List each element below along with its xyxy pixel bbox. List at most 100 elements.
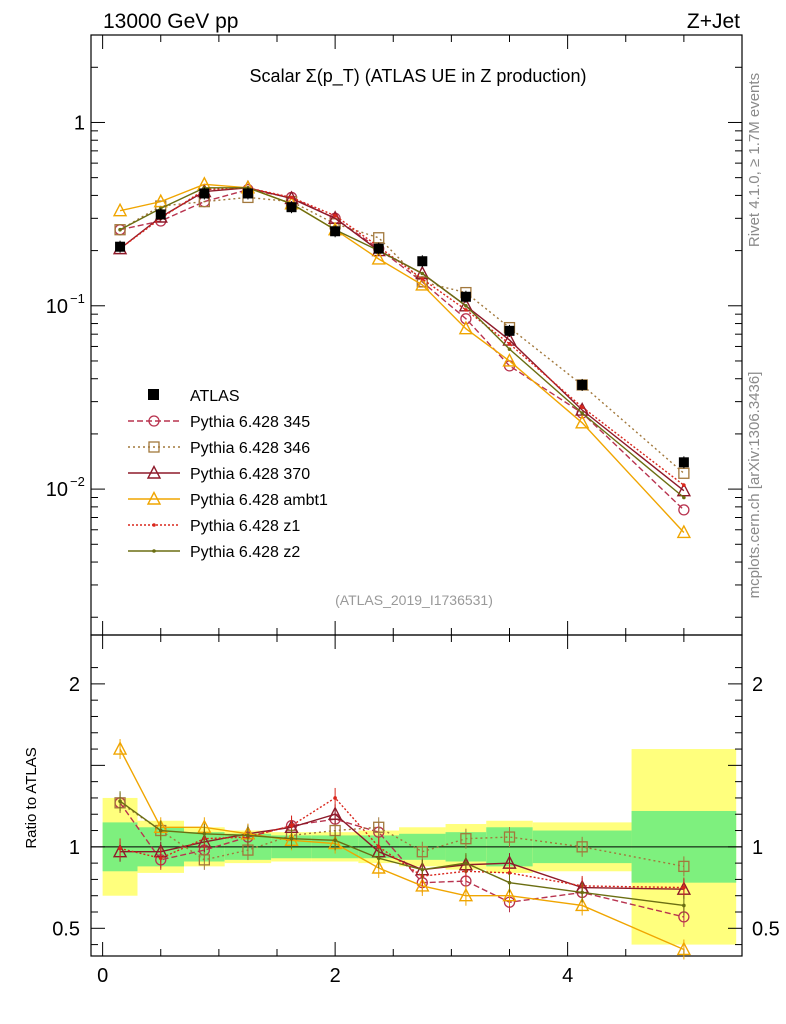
data-point-atlas: [577, 379, 588, 390]
ratio-point-346: [373, 821, 385, 833]
series-line-370: [119, 187, 685, 492]
data-point-ambt1: [112, 202, 128, 217]
ratio-point-346: [678, 860, 690, 873]
ratio-point-ambt1: [502, 887, 517, 902]
legend-label: Pythia 6.428 z2: [190, 544, 300, 561]
ratio-y-tick-label: 0.5: [52, 918, 80, 940]
data-point-z1: [464, 308, 468, 312]
data-point-ambt1: [676, 524, 692, 539]
data-point-z2: [507, 347, 512, 351]
ratio-y-tick-label-right: 2: [752, 674, 763, 696]
data-point-atlas: [678, 457, 689, 468]
ratio-y-tick-label-right: 1: [752, 837, 763, 859]
y-tick-exponent: −1: [70, 291, 85, 306]
ratio-y-axis-label: Ratio to ATLAS: [23, 747, 40, 848]
data-point-ambt1: [502, 352, 517, 367]
ratio-point-z2: [507, 880, 512, 885]
legend-marker: [148, 441, 160, 453]
data-point-z1: [420, 277, 425, 281]
data-point-z2: [464, 303, 468, 308]
ratio-point-z2: [202, 831, 207, 836]
ratio-point-ambt1: [415, 877, 430, 892]
ratio-point-ambt1: [458, 887, 474, 902]
ratio-plot-panel: 0 2 4 0.5 0.5 1 1 2 2 Ratio to ATLAS: [23, 634, 780, 987]
x-tick-label: 4: [562, 965, 573, 987]
data-point-ambt1: [458, 320, 474, 335]
series-line-z2: [119, 187, 685, 499]
x-tick-label: 0: [97, 965, 108, 987]
ratio-point-346: [503, 831, 516, 843]
data-point-z2: [682, 495, 686, 500]
chart-title: Scalar Σ(p_T) (ATLAS UE in Z production): [250, 66, 587, 87]
header-energy-label: 13000 GeV pp: [103, 10, 238, 33]
data-point-atlas: [242, 188, 253, 199]
legend-marker: [146, 490, 162, 505]
data-point-z1: [333, 213, 337, 218]
data-point-ambt1: [371, 250, 386, 265]
ratio-point-346: [460, 833, 472, 845]
data-point-z1: [580, 405, 584, 409]
data-point-z2: [158, 206, 163, 211]
ratio-point-ambt1: [371, 859, 386, 874]
data-point-z1: [507, 342, 512, 346]
ratio-point-z2: [376, 856, 381, 861]
ratio-y-tick-label: 2: [69, 674, 80, 696]
ratio-point-z1: [158, 856, 163, 861]
ratio-point-z1: [118, 846, 122, 851]
ratio-point-z2: [158, 828, 163, 833]
legend-label: ATLAS: [190, 388, 240, 405]
data-point-346: [678, 467, 690, 479]
ratio-point-z2: [289, 836, 294, 841]
legend-marker: [152, 523, 156, 527]
legend-marker: [152, 549, 156, 553]
mcplots-source-label: mcplots.cern.ch [arXiv:1306.3436]: [746, 372, 763, 599]
ratio-line-346: [119, 802, 685, 868]
data-point-345: [460, 313, 472, 325]
data-point-346: [373, 232, 385, 244]
reference-label: (ATLAS_2019_I1736531): [335, 592, 493, 608]
data-point-atlas: [115, 241, 126, 252]
data-point-atlas: [417, 256, 428, 267]
ratio-point-370: [327, 806, 343, 820]
rivet-version-label: Rivet 4.1.0, ≥ 1.7M events: [746, 73, 763, 247]
data-point-z2: [580, 411, 584, 415]
series-line-345: [119, 188, 685, 511]
legend-marker-atlas: [148, 389, 159, 400]
ratio-y-tick-label-right: 0.5: [752, 918, 780, 940]
legend-label: Pythia 6.428 346: [190, 440, 310, 457]
data-point-346: [114, 224, 126, 236]
series-line-ambt1: [119, 183, 685, 533]
ratio-point-ambt1: [575, 897, 590, 912]
data-point-ambt1: [415, 276, 430, 291]
ratio-point-z2: [580, 890, 584, 895]
data-point-atlas: [330, 226, 341, 237]
ratio-frame: [90, 634, 743, 957]
ratio-point-z2: [333, 838, 337, 843]
ratio-line-ambt1: [119, 748, 685, 951]
data-point-z1: [682, 483, 686, 488]
data-point-atlas: [460, 291, 471, 302]
ratio-line-z2: [119, 800, 684, 907]
data-point-345: [678, 504, 690, 516]
y-tick-label: 1: [74, 112, 85, 134]
ratio-point-346: [576, 841, 588, 853]
ratio-point-z2: [464, 861, 468, 865]
ratio-point-z2: [682, 903, 686, 908]
ratio-point-z2: [118, 799, 122, 804]
series-line-346: [119, 196, 685, 474]
ratio-line-345: [119, 802, 685, 918]
y-tick-exponent: −2: [70, 474, 85, 489]
ratio-y-tick-label: 1: [69, 837, 80, 859]
ratio-point-z1: [682, 885, 686, 890]
ratio-line-370: [120, 813, 684, 890]
data-point-atlas: [373, 243, 384, 254]
legend-marker: [146, 464, 162, 479]
legend-label: Pythia 6.428 370: [190, 466, 310, 483]
ratio-point-z1: [333, 796, 337, 800]
legend-marker: [148, 415, 160, 427]
y-tick-label: 10: [46, 296, 68, 318]
ratio-point-ambt1: [676, 941, 692, 956]
ratio-point-z2: [246, 833, 250, 838]
